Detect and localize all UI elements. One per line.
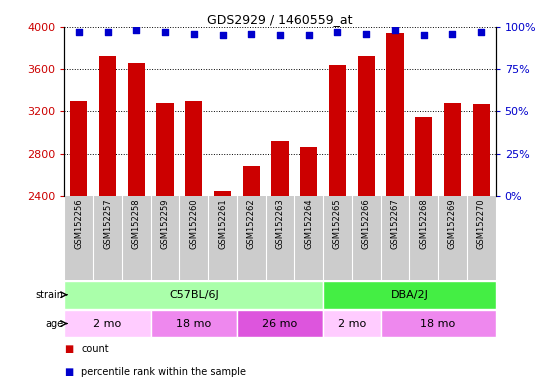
Text: GSM152267: GSM152267 [390, 199, 399, 249]
Bar [381, 310, 496, 337]
Point [362, 31, 371, 37]
Text: GSM152264: GSM152264 [304, 199, 313, 249]
Bar [237, 310, 323, 337]
Text: GSM152265: GSM152265 [333, 199, 342, 249]
Text: DBA/2J: DBA/2J [390, 290, 428, 300]
Bar [185, 101, 202, 196]
Bar [323, 310, 381, 337]
Point [247, 31, 256, 37]
Point [218, 32, 227, 38]
Text: 18 mo: 18 mo [421, 318, 456, 329]
Bar [444, 103, 461, 196]
Point [333, 29, 342, 35]
Point [448, 31, 457, 37]
Bar [329, 65, 346, 196]
Text: ■: ■ [64, 367, 74, 377]
Title: GDS2929 / 1460559_at: GDS2929 / 1460559_at [207, 13, 353, 26]
Bar [70, 101, 87, 196]
Text: GSM152259: GSM152259 [161, 199, 170, 249]
Point [419, 32, 428, 38]
Text: GSM152263: GSM152263 [276, 199, 284, 249]
Bar [64, 281, 323, 309]
Text: GSM152270: GSM152270 [477, 199, 486, 249]
Bar [473, 104, 490, 196]
Point [161, 29, 170, 35]
Bar [272, 141, 288, 196]
Bar [99, 56, 116, 196]
Text: GSM152266: GSM152266 [362, 199, 371, 249]
Text: GSM152261: GSM152261 [218, 199, 227, 249]
Text: GSM152257: GSM152257 [103, 199, 112, 249]
Point [390, 27, 399, 33]
Text: GSM152262: GSM152262 [247, 199, 256, 249]
Bar [386, 33, 404, 196]
Text: strain: strain [36, 290, 64, 300]
Text: GSM152268: GSM152268 [419, 199, 428, 249]
Bar [300, 147, 318, 196]
Text: age: age [46, 318, 64, 329]
Point [304, 32, 313, 38]
Bar [415, 117, 432, 196]
Text: C57BL/6J: C57BL/6J [169, 290, 218, 300]
Text: GSM152260: GSM152260 [189, 199, 198, 249]
Text: 2 mo: 2 mo [94, 318, 122, 329]
Bar [156, 103, 174, 196]
Point [189, 31, 198, 37]
Text: GSM152269: GSM152269 [448, 199, 457, 249]
Text: 2 mo: 2 mo [338, 318, 366, 329]
Point [276, 32, 284, 38]
Text: GSM152256: GSM152256 [74, 199, 83, 249]
Point [74, 29, 83, 35]
Bar [242, 166, 260, 196]
Bar [128, 63, 145, 196]
Text: percentile rank within the sample: percentile rank within the sample [81, 367, 246, 377]
Bar [64, 310, 151, 337]
Bar [358, 56, 375, 196]
Point [103, 29, 112, 35]
Text: count: count [81, 344, 109, 354]
Bar [214, 190, 231, 196]
Bar [323, 281, 496, 309]
Text: 18 mo: 18 mo [176, 318, 211, 329]
Text: GSM152258: GSM152258 [132, 199, 141, 249]
Point [477, 29, 486, 35]
Text: ■: ■ [64, 344, 74, 354]
Text: 26 mo: 26 mo [263, 318, 297, 329]
Bar [151, 310, 237, 337]
Point [132, 27, 141, 33]
